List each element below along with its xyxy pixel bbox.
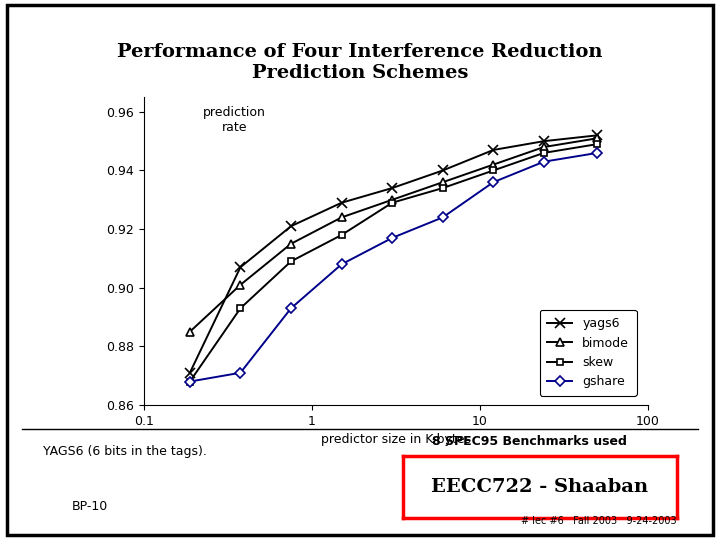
skew: [337, 232, 346, 238]
bimode: [593, 135, 602, 141]
yags6: [388, 185, 397, 191]
bimode: [438, 179, 447, 185]
skew: [438, 185, 447, 191]
skew: [388, 199, 397, 206]
Text: YAGS6 (6 bits in the tags).: YAGS6 (6 bits in the tags).: [43, 446, 207, 458]
gshare: [539, 158, 548, 165]
Text: EECC722 - Shaaban: EECC722 - Shaaban: [431, 478, 649, 496]
skew: [539, 150, 548, 156]
gshare: [236, 369, 245, 376]
Line: bimode: bimode: [186, 134, 602, 336]
X-axis label: predictor size in K-bytes: predictor size in K-bytes: [321, 433, 471, 446]
yags6: [236, 264, 245, 271]
Text: 8 SPEC95 Benchmarks used: 8 SPEC95 Benchmarks used: [432, 435, 627, 448]
Text: prediction
rate: prediction rate: [203, 106, 266, 134]
yags6: [337, 199, 346, 206]
skew: [489, 167, 498, 174]
yags6: [593, 132, 602, 139]
gshare: [388, 235, 397, 241]
gshare: [489, 179, 498, 185]
yags6: [287, 223, 295, 230]
bimode: [287, 240, 295, 247]
gshare: [186, 379, 194, 385]
skew: [236, 305, 245, 312]
gshare: [287, 305, 295, 312]
bimode: [539, 144, 548, 150]
yags6: [186, 369, 194, 376]
yags6: [489, 147, 498, 153]
yags6: [539, 138, 548, 144]
skew: [186, 379, 194, 385]
bimode: [186, 328, 194, 335]
bimode: [388, 197, 397, 203]
skew: [287, 258, 295, 265]
bimode: [337, 214, 346, 221]
skew: [593, 141, 602, 147]
bimode: [236, 281, 245, 288]
Line: gshare: gshare: [186, 150, 601, 385]
Text: BP-10: BP-10: [72, 500, 108, 512]
Line: yags6: yags6: [185, 131, 603, 377]
bimode: [489, 161, 498, 168]
Text: Performance of Four Interference Reduction
Prediction Schemes: Performance of Four Interference Reducti…: [117, 43, 603, 82]
Legend: yags6, bimode, skew, gshare: yags6, bimode, skew, gshare: [540, 310, 636, 396]
gshare: [593, 150, 602, 156]
Line: skew: skew: [186, 140, 601, 385]
yags6: [438, 167, 447, 174]
Text: # lec #6   Fall 2003   9-24-2003: # lec #6 Fall 2003 9-24-2003: [521, 516, 677, 526]
gshare: [438, 214, 447, 221]
gshare: [337, 261, 346, 267]
